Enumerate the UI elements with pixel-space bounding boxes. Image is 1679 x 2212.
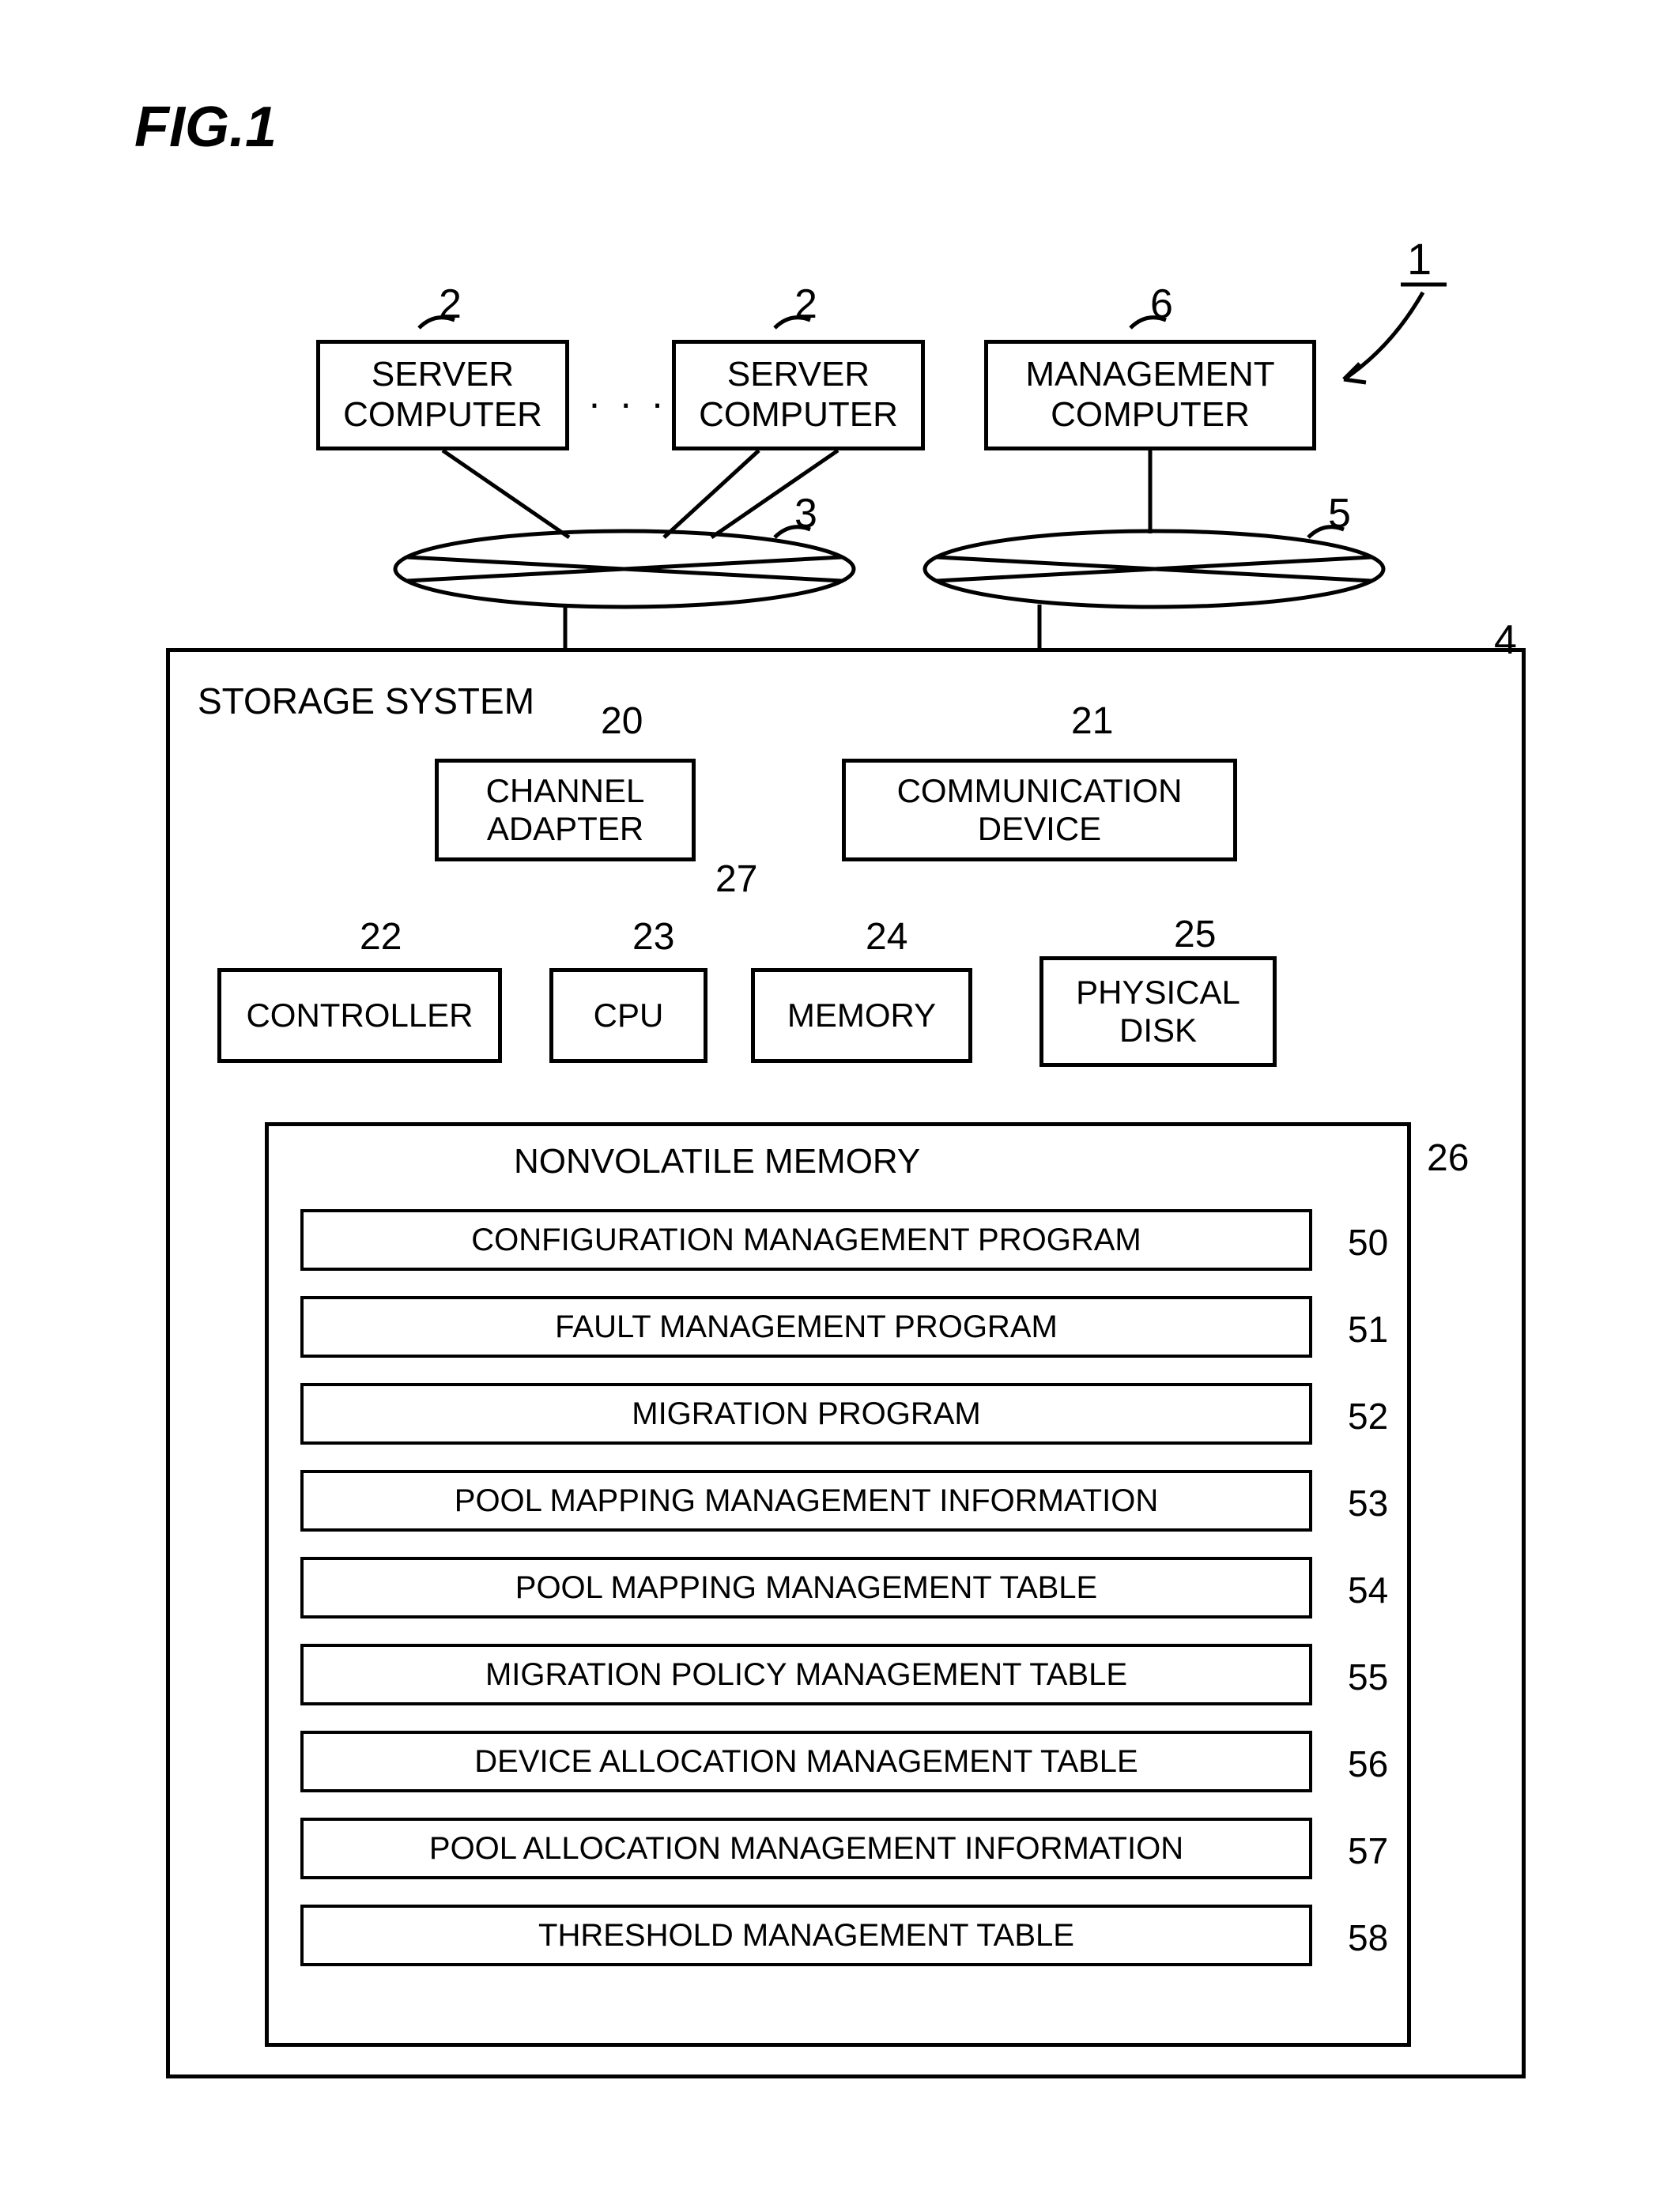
ref-comm-device: 21 (1071, 699, 1113, 743)
nv-item-2: MIGRATION PROGRAM (300, 1383, 1312, 1445)
ref-net-a: 3 (794, 490, 817, 537)
controller: CONTROLLER (217, 968, 502, 1063)
ref-mgmt: 6 (1150, 281, 1173, 328)
nv-item-5: MIGRATION POLICY MANAGEMENT TABLE (300, 1644, 1312, 1705)
cpu: CPU (549, 968, 707, 1063)
nv-item-8: THRESHOLD MANAGEMENT TABLE (300, 1905, 1312, 1966)
ref-net-b: 5 (1328, 490, 1351, 537)
ref-cpu: 23 (632, 915, 674, 959)
nv-item-1: FAULT MANAGEMENT PROGRAM (300, 1296, 1312, 1358)
ref-item-0: 50 (1348, 1221, 1388, 1264)
ref-item-7: 57 (1348, 1830, 1388, 1872)
channel-adapter: CHANNEL ADAPTER (435, 759, 696, 861)
nv-item-0: CONFIGURATION MANAGEMENT PROGRAM (300, 1209, 1312, 1271)
ref-server-b: 2 (794, 281, 817, 328)
ref-physical-disk: 25 (1174, 913, 1216, 956)
nonvolatile-memory-label: NONVOLATILE MEMORY (514, 1142, 920, 1181)
ref-storage-system: 4 (1494, 616, 1517, 664)
storage-system-label: STORAGE SYSTEM (198, 680, 534, 722)
ref-item-2: 52 (1348, 1395, 1388, 1438)
nv-item-3: POOL MAPPING MANAGEMENT INFORMATION (300, 1470, 1312, 1532)
ref-item-3: 53 (1348, 1482, 1388, 1524)
ref-item-5: 55 (1348, 1656, 1388, 1698)
nv-item-7: POOL ALLOCATION MANAGEMENT INFORMATION (300, 1818, 1312, 1879)
ref-nv-memory: 26 (1427, 1136, 1469, 1180)
ref-system: 1 (1407, 233, 1432, 285)
management-computer: MANAGEMENT COMPUTER (984, 340, 1316, 450)
server-computer-b: SERVER COMPUTER (672, 340, 925, 450)
nv-item-4: POOL MAPPING MANAGEMENT TABLE (300, 1557, 1312, 1618)
nv-item-6: DEVICE ALLOCATION MANAGEMENT TABLE (300, 1731, 1312, 1792)
figure-title: FIG.1 (134, 95, 277, 160)
communication-device: COMMUNICATION DEVICE (842, 759, 1237, 861)
ref-item-1: 51 (1348, 1308, 1388, 1351)
physical-disk: PHYSICAL DISK (1039, 956, 1277, 1067)
ref-bus: 27 (715, 857, 757, 901)
ref-controller: 22 (360, 915, 402, 959)
server-computer-a: SERVER COMPUTER (316, 340, 569, 450)
diagram-canvas: FIG.1 (0, 0, 1679, 2212)
ref-memory: 24 (866, 915, 907, 959)
ref-channel-adapter: 20 (601, 699, 643, 743)
ref-item-4: 54 (1348, 1569, 1388, 1611)
ref-item-6: 56 (1348, 1743, 1388, 1785)
ref-item-8: 58 (1348, 1916, 1388, 1959)
memory: MEMORY (751, 968, 972, 1063)
ref-server-a: 2 (439, 281, 462, 328)
